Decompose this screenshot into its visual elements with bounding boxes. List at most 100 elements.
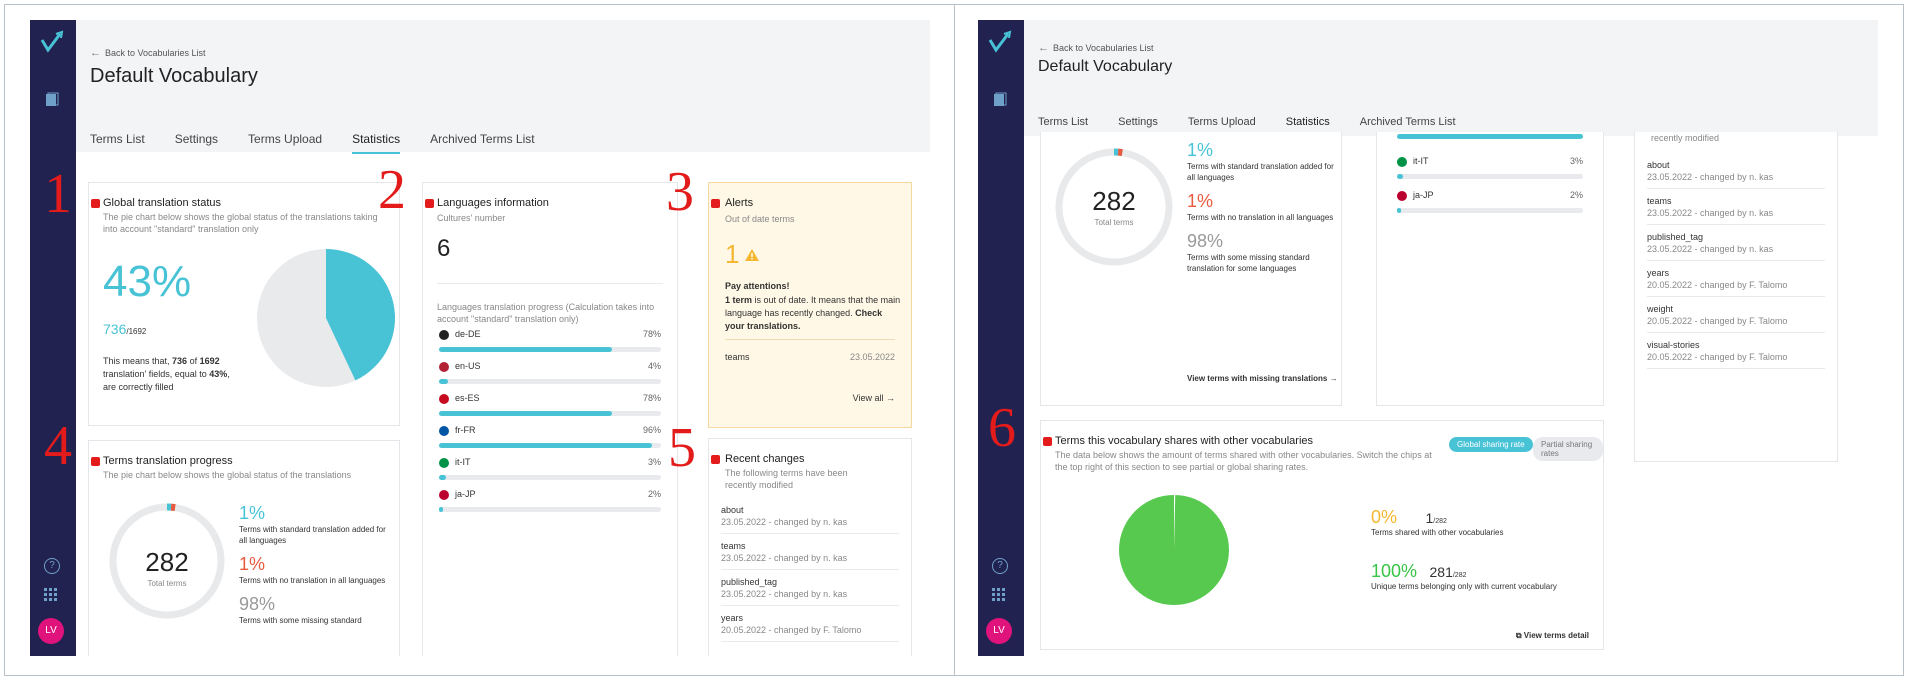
recent-term[interactable]: teams	[721, 541, 746, 551]
language-percent: 3%	[647, 457, 661, 467]
recent-change-item[interactable]: published_tag 23.05.2022 - changed by n. …	[721, 577, 899, 606]
unique-stat: 100% 281/282 Unique terms belonging only…	[1371, 561, 1557, 591]
recent-term[interactable]: visual-stories	[1647, 340, 1700, 350]
tab-archived-terms[interactable]: Archived Terms List	[1359, 116, 1456, 128]
recent-term[interactable]: published_tag	[721, 577, 778, 587]
global-description: This means that, 736 of 1692 translation…	[103, 355, 233, 394]
chip-global-sharing[interactable]: Global sharing rate	[1449, 437, 1533, 452]
recent-term[interactable]: years	[1647, 268, 1670, 278]
annotation-number: 4	[44, 415, 72, 477]
recent-term[interactable]: weight	[1647, 304, 1674, 314]
flag-icon	[439, 361, 449, 372]
help-icon[interactable]: ?	[44, 558, 60, 574]
language-progress-track	[439, 347, 661, 352]
language-row: de-DE 78%	[439, 329, 661, 352]
avatar[interactable]: LV	[986, 618, 1012, 644]
language-progress-fill	[439, 443, 653, 448]
language-code: ja-JP	[1413, 190, 1434, 200]
recent-term[interactable]: teams	[1647, 196, 1672, 206]
view-all-link[interactable]: View all →	[853, 393, 895, 403]
language-progress-fill	[439, 475, 446, 480]
recent-meta: 23.05.2022 - changed by n. kas	[1647, 244, 1774, 254]
help-icon[interactable]: ?	[992, 558, 1008, 574]
tab-terms-upload[interactable]: Terms Upload	[1187, 116, 1256, 128]
check-translations-link[interactable]: Check your translations.	[725, 308, 883, 331]
logo-icon[interactable]	[988, 30, 1014, 54]
stat-label: Terms with standard translation added fo…	[1187, 162, 1334, 182]
view-missing-label[interactable]: View terms with missing translations	[1187, 374, 1328, 383]
page-header: ← Back to Vocabularies List Default Vocab…	[76, 20, 930, 154]
recent-meta: 23.05.2022 - changed by n. kas	[1647, 172, 1774, 182]
card-title: Languages information	[437, 197, 549, 209]
language-code: de-DE	[455, 329, 481, 339]
recent-change-item[interactable]: visual-stories 20.05.2022 - changed by F.…	[1647, 340, 1825, 369]
view-missing-link[interactable]: View terms with missing translations →	[1187, 374, 1338, 383]
cultures-label: Cultures' number	[437, 213, 506, 223]
external-link-icon: ⧉	[1515, 631, 1522, 640]
tab-terms-list[interactable]: Terms List	[90, 132, 145, 146]
alert-term[interactable]: teams	[725, 352, 750, 362]
back-link[interactable]: ← Back to Vocabularies List	[90, 47, 206, 59]
alert-count: 1	[725, 239, 740, 269]
cultures-count: 6	[437, 235, 451, 262]
marker-dot	[91, 457, 100, 466]
unique-count: 281	[1429, 564, 1453, 580]
recent-change-item[interactable]: published_tag 23.05.2022 - changed by n. …	[1647, 232, 1825, 261]
recent-term[interactable]: about	[721, 505, 744, 515]
desc-text: translation' fields, equal to	[103, 369, 210, 379]
stat-label: Terms with no translation in all languag…	[239, 576, 386, 585]
recent-term[interactable]: years	[721, 613, 744, 623]
avatar[interactable]: LV	[38, 618, 64, 644]
language-row: es-ES 78%	[439, 393, 661, 416]
recent-change-item[interactable]: about 23.05.2022 - changed by n. kas	[721, 505, 899, 534]
recent-term[interactable]: published_tag	[1647, 232, 1704, 242]
unique-pct: 100%	[1371, 561, 1418, 581]
logo-icon[interactable]	[40, 30, 66, 54]
recent-changes-card: recently modified about 23.05.2022 - chan…	[1634, 132, 1838, 462]
chip-partial-sharing[interactable]: Partial sharing rates	[1533, 437, 1603, 461]
marker-dot	[1043, 437, 1052, 446]
back-link-label[interactable]: Back to Vocabularies List	[105, 48, 206, 58]
tab-terms-list[interactable]: Terms List	[1038, 116, 1089, 128]
recent-change-item[interactable]: about 23.05.2022 - changed by n. kas	[1647, 160, 1825, 189]
alerts-card: Alerts Out of date terms 1 Pay attention…	[708, 182, 912, 428]
annotation-number: 5	[668, 417, 696, 479]
terms-donut-chart	[109, 503, 225, 619]
apps-grid-icon[interactable]	[44, 588, 58, 602]
stat-label: Terms with some missing standard	[239, 616, 362, 625]
recent-change-item[interactable]: years 20.05.2022 - changed by F. Talomo	[721, 613, 899, 642]
apps-grid-icon[interactable]	[992, 588, 1006, 602]
card-subtitle: The data below shows the amount of terms…	[1055, 450, 1432, 472]
recent-change-item[interactable]: teams 23.05.2022 - changed by n. kas	[721, 541, 899, 570]
language-code: en-US	[455, 361, 481, 371]
view-detail-label[interactable]: View terms detail	[1523, 631, 1589, 640]
card-subtitle: The following terms have been recently m…	[725, 468, 848, 490]
total-terms-label: Total terms	[1094, 218, 1134, 227]
shared-pct: 0%	[1371, 507, 1398, 527]
arrow-right-icon: →	[886, 393, 895, 403]
card-subtitle: Out of date terms	[725, 214, 795, 224]
back-arrow-icon: ←	[1038, 42, 1049, 54]
language-progress-track	[1397, 208, 1583, 213]
language-percent: 96%	[642, 425, 661, 435]
back-link[interactable]: ← Back to Vocabularies List	[1038, 42, 1154, 54]
tab-archived-terms[interactable]: Archived Terms List	[430, 132, 535, 146]
tab-terms-upload[interactable]: Terms Upload	[248, 132, 323, 146]
view-terms-detail-link[interactable]: ⧉ View terms detail	[1516, 631, 1589, 641]
language-row: it-IT 3%	[439, 457, 661, 480]
book-icon[interactable]	[44, 92, 60, 108]
book-icon[interactable]	[992, 92, 1008, 108]
recent-change-item[interactable]: weight 20.05.2022 - changed by F. Talomo	[1647, 304, 1825, 333]
tab-settings[interactable]: Settings	[1118, 116, 1158, 128]
language-code: ja-JP	[455, 489, 476, 499]
recent-change-item[interactable]: teams 23.05.2022 - changed by n. kas	[1647, 196, 1825, 225]
recent-change-item[interactable]: years 20.05.2022 - changed by F. Talomo	[1647, 268, 1825, 297]
tab-settings[interactable]: Settings	[174, 132, 219, 146]
stat-pct: 98%	[239, 594, 276, 614]
card-subtitle-clipped: recently modified	[1651, 133, 1720, 143]
recent-term[interactable]: about	[1647, 160, 1670, 170]
language-percent: 2%	[647, 489, 661, 499]
view-all-label[interactable]: View all	[852, 393, 884, 403]
back-link-label[interactable]: Back to Vocabularies List	[1053, 43, 1154, 53]
tab-statistics[interactable]: Statistics	[352, 132, 401, 154]
